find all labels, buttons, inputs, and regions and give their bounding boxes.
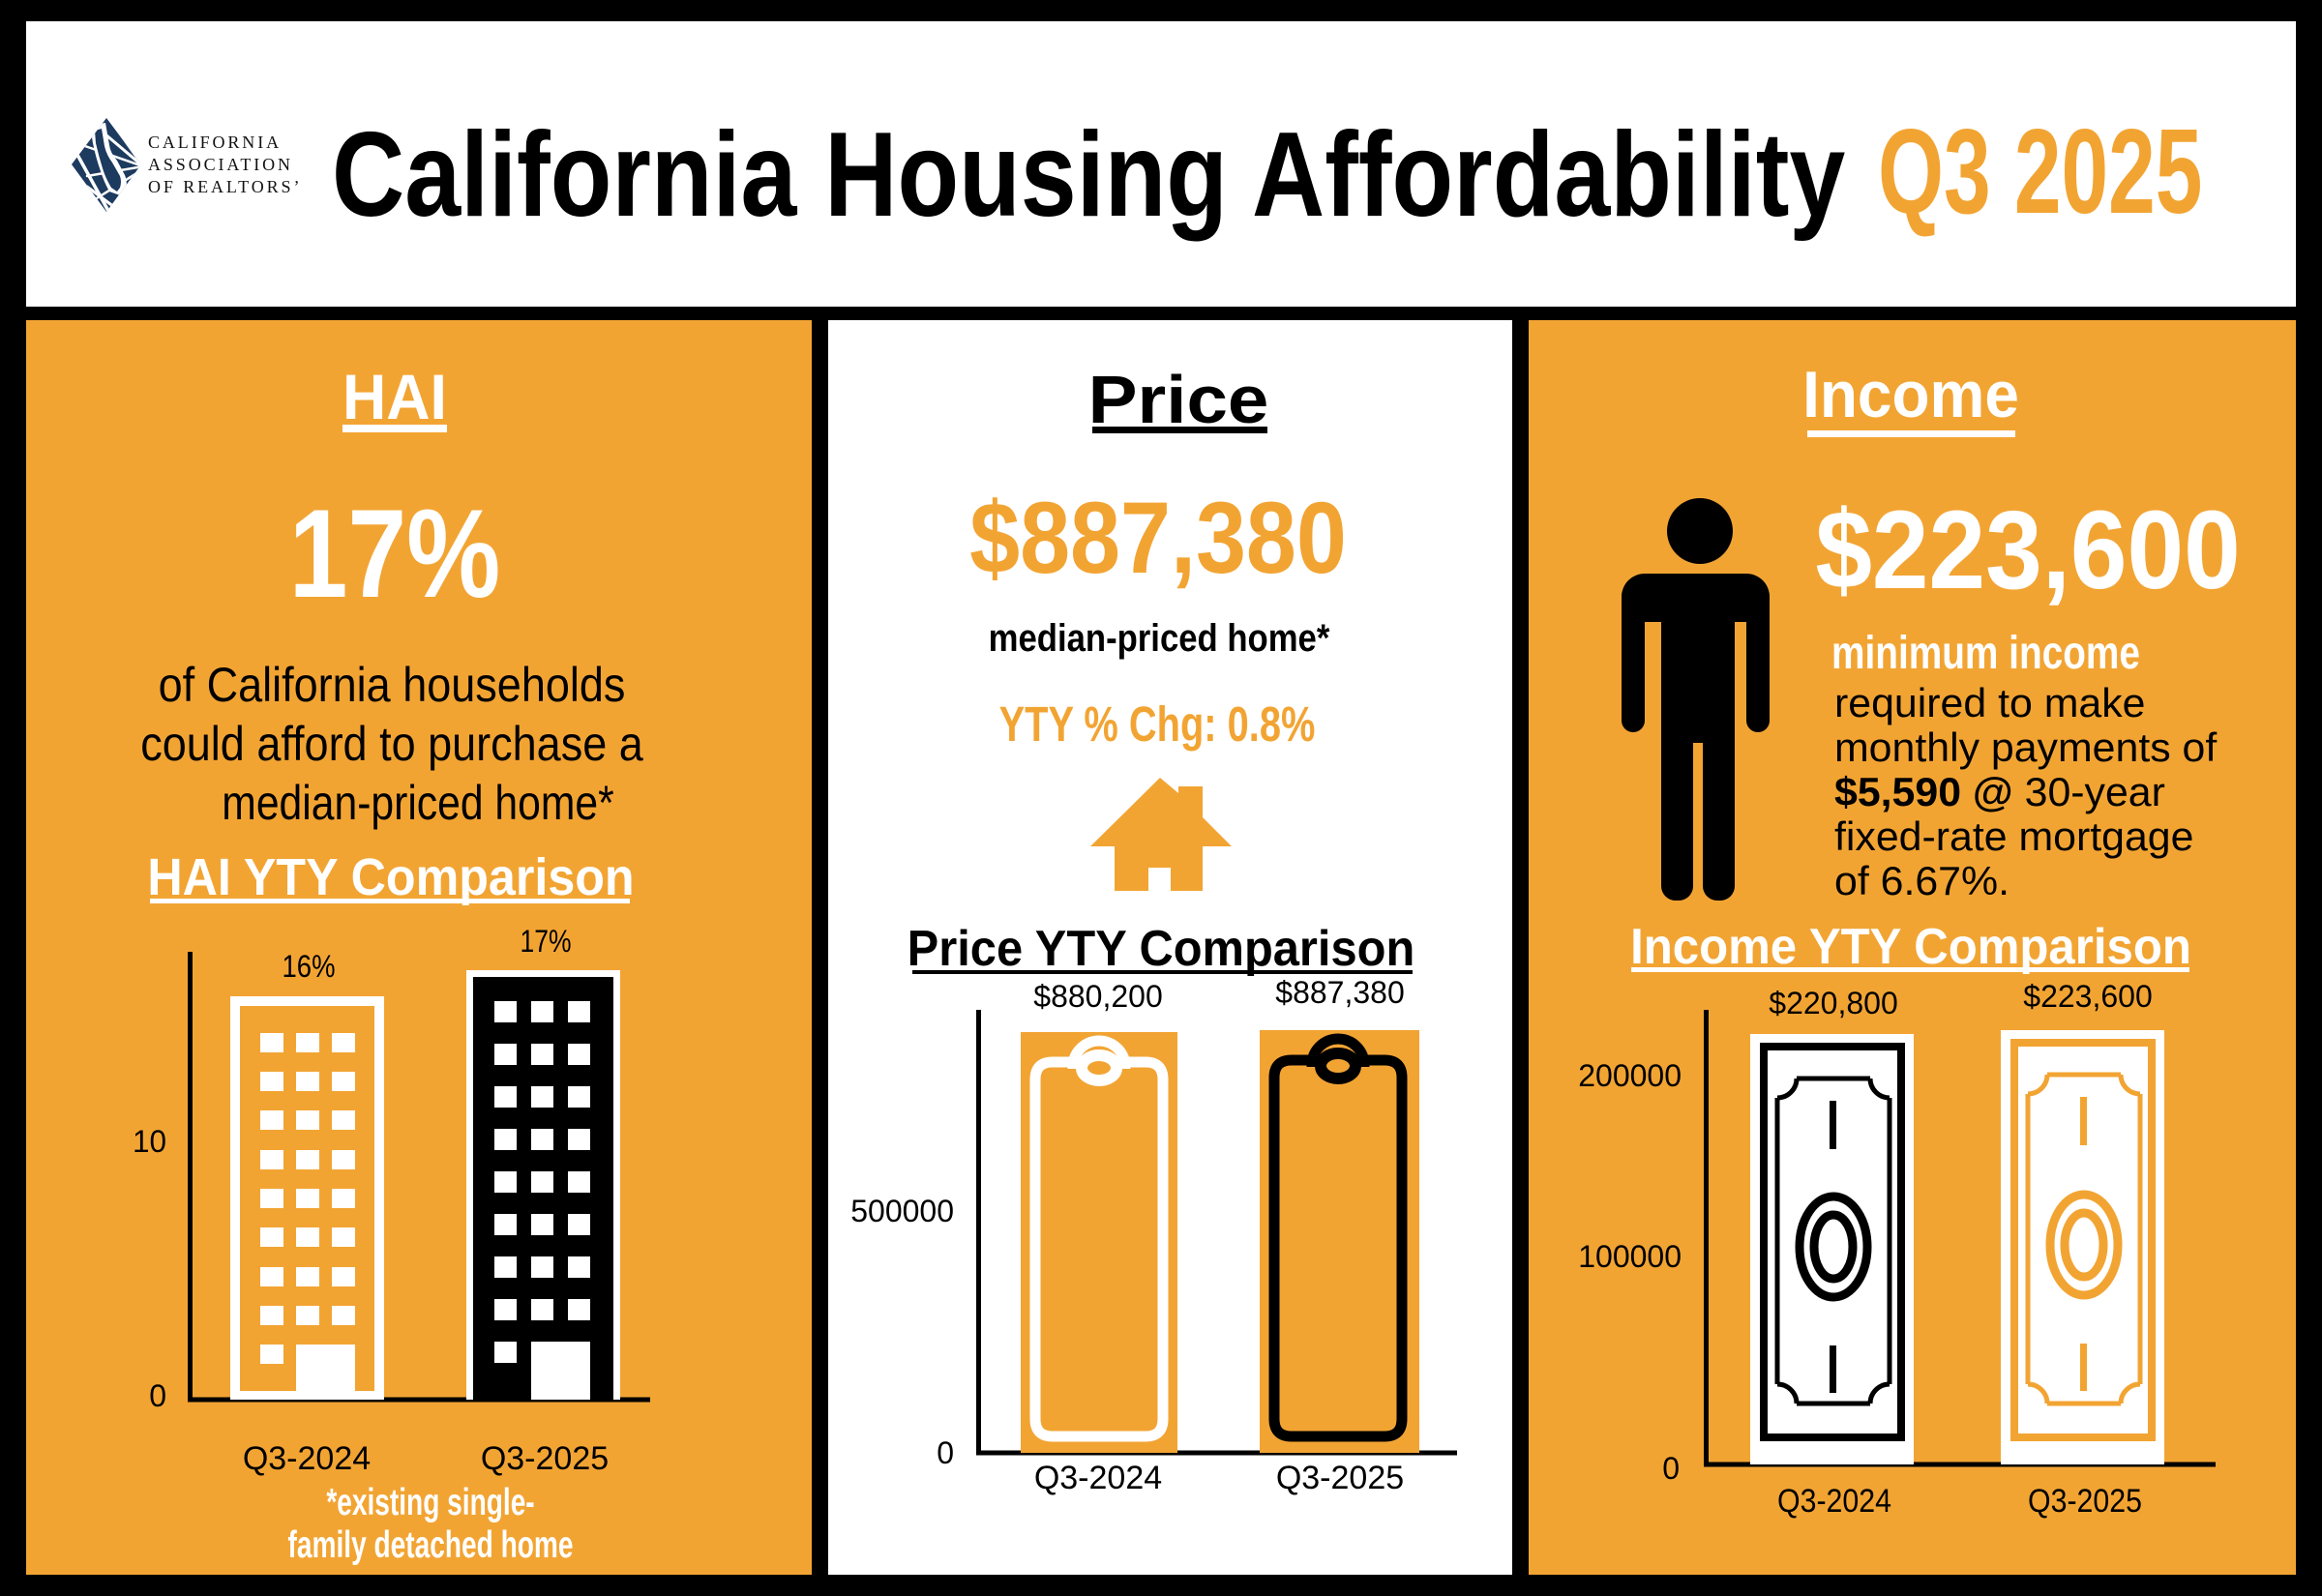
svg-text:16%: 16% (283, 949, 336, 984)
svg-text:$887,380: $887,380 (1275, 975, 1404, 1010)
svg-text:$223,600: $223,600 (2023, 979, 2152, 1014)
svg-text:Q3-2025: Q3-2025 (2028, 1483, 2142, 1520)
svg-text:100000: 100000 (1578, 1239, 1682, 1274)
svg-text:500000: 500000 (850, 1194, 954, 1228)
svg-text:$220,800: $220,800 (1769, 986, 1897, 1020)
svg-text:0: 0 (1662, 1451, 1680, 1486)
svg-text:Q3-2024: Q3-2024 (1034, 1460, 1162, 1496)
svg-text:17%: 17% (521, 924, 572, 959)
svg-text:200000: 200000 (1578, 1058, 1682, 1093)
svg-text:Q3-2025: Q3-2025 (1276, 1460, 1404, 1496)
svg-text:0: 0 (149, 1378, 166, 1413)
svg-text:Q3-2024: Q3-2024 (243, 1440, 371, 1477)
svg-text:10: 10 (133, 1124, 166, 1159)
svg-text:Q3-2024: Q3-2024 (1777, 1483, 1891, 1520)
svg-text:Q3-2025: Q3-2025 (481, 1440, 609, 1477)
svg-text:0: 0 (937, 1435, 954, 1470)
svg-text:$880,200: $880,200 (1033, 979, 1162, 1014)
